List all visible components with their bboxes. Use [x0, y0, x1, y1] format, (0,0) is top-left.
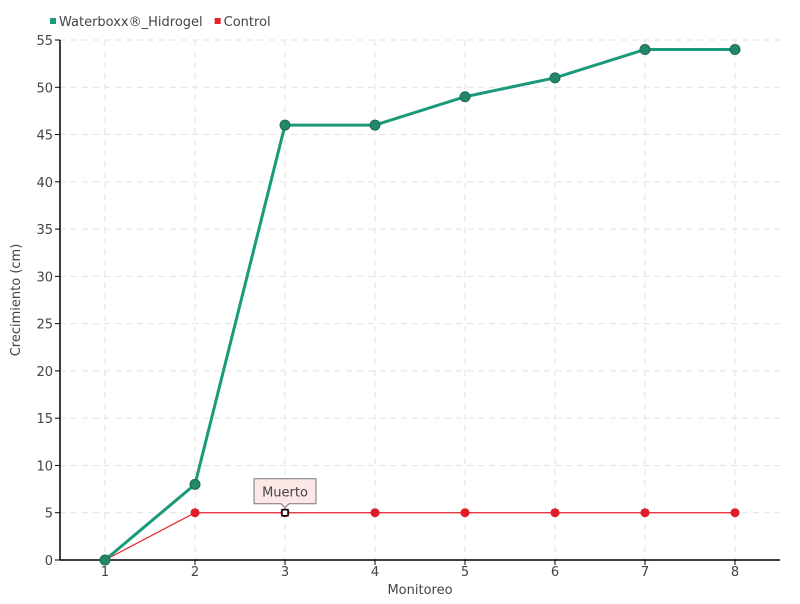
data-point: [369, 119, 381, 131]
y-tick-label: 30: [36, 270, 53, 285]
y-tick-label: 35: [36, 223, 53, 238]
x-tick-label: 3: [281, 565, 289, 580]
grid: [60, 39, 780, 560]
x-tick-label: 1: [101, 565, 109, 580]
y-tick-label: 10: [36, 459, 53, 474]
data-point: [189, 478, 201, 490]
y-tick-label: 25: [36, 318, 53, 333]
x-tick-label: 4: [371, 565, 379, 580]
annotation-box: [253, 478, 317, 509]
y-tick-label: 15: [36, 412, 53, 427]
data-point: [730, 508, 740, 518]
x-axis-label: Monitoreo: [387, 583, 452, 598]
legend-label: Waterboxx®_Hidrogel: [59, 15, 203, 30]
x-tick-label: 8: [731, 565, 739, 580]
data-point: [459, 91, 471, 103]
y-tick-label: 55: [36, 34, 53, 49]
data-point: [639, 43, 651, 55]
data-point: [99, 554, 111, 566]
data-point: [729, 43, 741, 55]
y-tick-label: 5: [45, 507, 53, 522]
y-tick-label: 20: [36, 365, 53, 380]
data-point: [550, 508, 560, 518]
series-line-0: [104, 47, 735, 562]
data-point: [549, 72, 561, 84]
x-tick-label: 7: [641, 565, 649, 580]
legend: Waterboxx®_Hidrogel Control: [50, 15, 271, 30]
annotation-label: Muerto: [262, 486, 308, 501]
y-tick-label: 40: [36, 176, 53, 191]
y-tick-label: 45: [36, 129, 53, 144]
data-point: [370, 508, 380, 518]
data-point: [190, 508, 200, 518]
x-tick-label: 5: [461, 565, 469, 580]
legend-swatch: [214, 18, 221, 24]
y-tick-label: 50: [36, 81, 53, 96]
y-tick-label: 0: [45, 554, 53, 569]
legend-label: Control: [224, 15, 271, 30]
legend-swatch: [50, 18, 56, 24]
series-layer: Muerto: [99, 43, 741, 566]
data-point: [279, 119, 291, 131]
series-line-1: [104, 512, 735, 561]
data-point: [460, 508, 470, 518]
data-point: [640, 508, 650, 518]
x-tick-label: 6: [551, 565, 559, 580]
annotation-marker: [281, 508, 289, 517]
y-axis-label: Crecimiento (cm): [9, 244, 24, 357]
x-tick-label: 2: [191, 565, 199, 580]
